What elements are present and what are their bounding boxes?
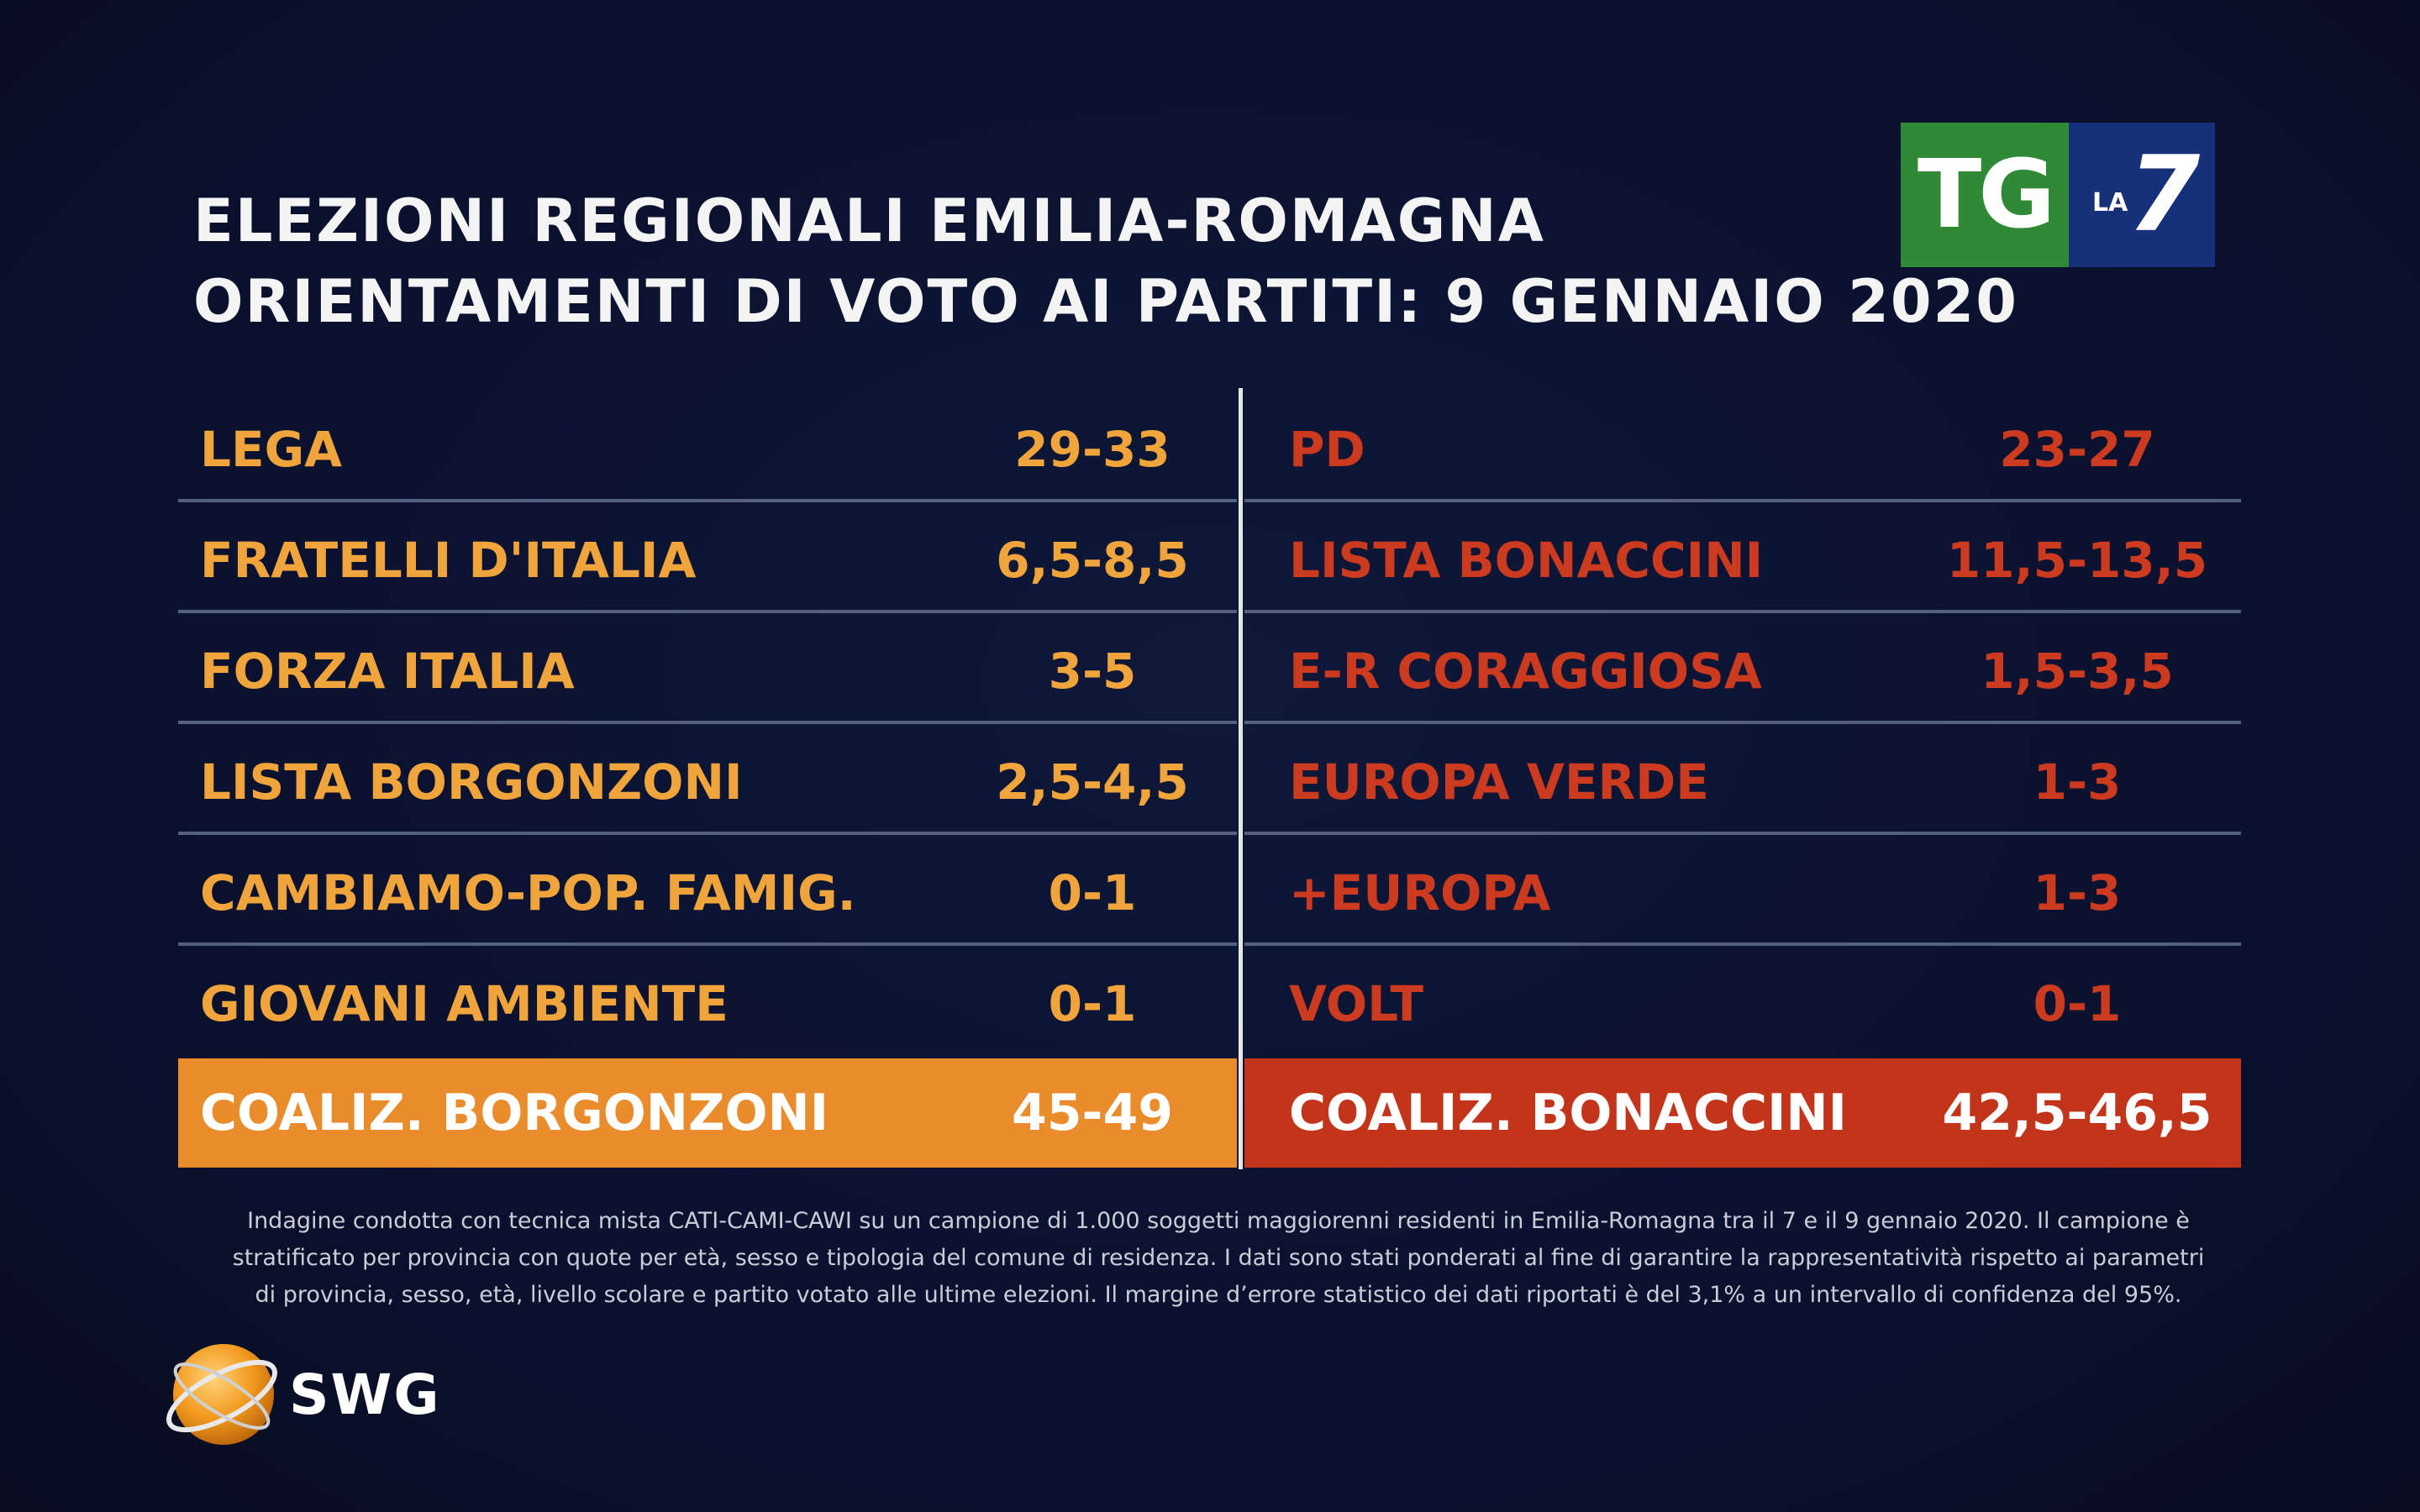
coalition-range-right: 42,5-46,5 — [1942, 1084, 2212, 1142]
right-party-name: LISTA BONACCINI — [1289, 532, 1764, 589]
page-title: ELEZIONI REGIONALI EMILIA-ROMAGNA — [193, 186, 1545, 255]
row-separator — [178, 499, 1237, 502]
la7-logo-la: LA — [2092, 188, 2128, 218]
left-party-name: FRATELLI D'ITALIA — [200, 532, 697, 589]
right-party-range: 23-27 — [1999, 421, 2155, 478]
right-party-name: +EUROPA — [1289, 864, 1551, 921]
row-separator — [178, 610, 1237, 613]
right-party-name: VOLT — [1289, 975, 1424, 1032]
left-party-name: LEGA — [200, 421, 343, 478]
right-party-range: 0-1 — [2033, 975, 2122, 1032]
right-party-name: EUROPA VERDE — [1289, 753, 1709, 811]
right-party-range: 1-3 — [2033, 864, 2122, 921]
row-separator — [1244, 721, 2241, 724]
left-party-name: FORZA ITALIA — [200, 643, 575, 700]
methodology-line: stratificato per provincia con quote per… — [232, 1245, 2205, 1271]
left-party-range: 2,5-4,5 — [996, 753, 1189, 811]
left-party-range: 6,5-8,5 — [996, 532, 1189, 589]
row-separator — [1244, 499, 2241, 502]
left-party-range: 0-1 — [1048, 975, 1137, 1032]
right-party-range: 1-3 — [2033, 753, 2122, 811]
left-party-range: 3-5 — [1048, 643, 1137, 700]
methodology-line: Indagine condotta con tecnica mista CATI… — [247, 1208, 2190, 1234]
swg-logo-text: SWG — [289, 1362, 441, 1427]
coalition-total-right: COALIZ. BONACCINI 42,5-46,5 — [1244, 1058, 2241, 1168]
left-party-range: 0-1 — [1048, 864, 1137, 921]
row-separator — [1244, 832, 2241, 835]
right-party-range: 11,5-13,5 — [1946, 532, 2208, 589]
coalition-range-left: 45-49 — [1012, 1084, 1173, 1142]
column-divider — [1239, 388, 1243, 1169]
la7-logo-seven: 7 — [2128, 134, 2201, 255]
row-separator — [178, 832, 1237, 835]
row-separator — [178, 721, 1237, 724]
methodology-note: Indagine condotta con tecnica mista CATI… — [193, 1203, 2244, 1314]
methodology-line: di provincia, sesso, età, livello scolar… — [255, 1282, 2182, 1308]
left-party-range: 29-33 — [1014, 421, 1171, 478]
tg-logo: TG — [1901, 123, 2069, 267]
coalition-name-left: COALIZ. BORGONZONI — [200, 1084, 829, 1142]
row-separator — [1244, 610, 2241, 613]
row-separator — [1244, 942, 2241, 946]
coalition-name-right: COALIZ. BONACCINI — [1289, 1084, 1847, 1142]
right-party-name: E-R CORAGGIOSA — [1289, 643, 1762, 700]
la7-logo: LA 7 — [2069, 123, 2215, 267]
coalition-total-left: COALIZ. BORGONZONI 45-49 — [178, 1058, 1237, 1168]
right-party-name: PD — [1289, 421, 1365, 478]
row-separator — [178, 942, 1237, 946]
globe-icon — [166, 1344, 278, 1445]
right-party-range: 1,5-3,5 — [1981, 643, 2174, 700]
left-party-name: CAMBIAMO-POP. FAMIG. — [200, 864, 856, 921]
left-party-name: LISTA BORGONZONI — [200, 753, 743, 811]
left-party-name: GIOVANI AMBIENTE — [200, 975, 729, 1032]
page-subtitle: ORIENTAMENTI DI VOTO AI PARTITI: 9 GENNA… — [193, 267, 2018, 336]
